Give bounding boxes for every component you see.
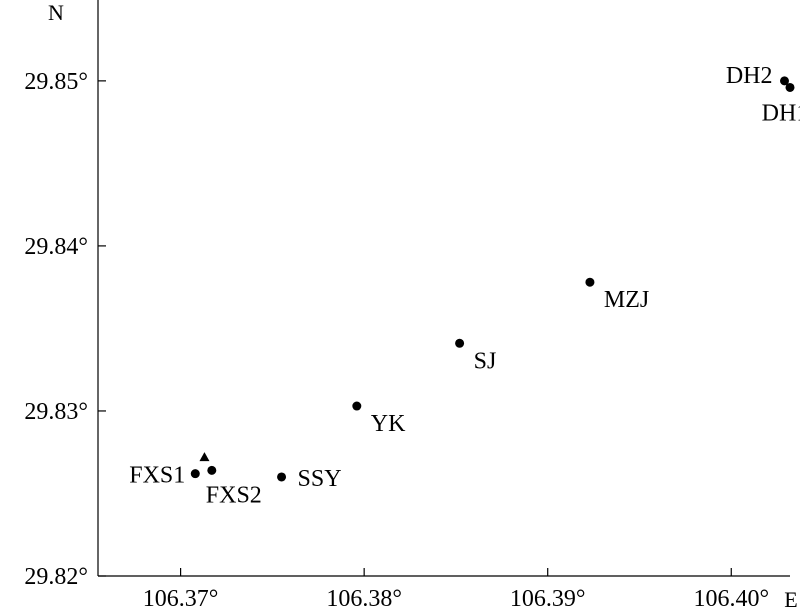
point-marker: [352, 401, 362, 411]
point-marker: [785, 82, 795, 92]
x-axis-ticks: 106.37° 106.38° 106.39° 106.40°: [143, 568, 769, 611]
x-tick-label: 106.40°: [693, 586, 769, 611]
point-marker: [207, 465, 217, 475]
point-marker: [779, 76, 789, 86]
x-tick-label: 106.37°: [143, 586, 219, 611]
point-labels: FXS1 FXS2 SSY YK SJ MZJ DH2 DH1: [129, 63, 800, 509]
point-label: SJ: [474, 348, 497, 374]
point-marker: [585, 277, 595, 287]
point-label: SSY: [298, 466, 342, 492]
y-axis-ticks: 29.82° 29.83° 29.84° 29.85°: [24, 69, 106, 590]
x-tick-label: 106.38°: [326, 586, 402, 611]
point-label: FXS2: [206, 482, 262, 508]
point-label: FXS1: [129, 463, 185, 489]
point-marker: [277, 472, 287, 482]
point-label: DH2: [726, 63, 773, 89]
y-tick-label: 29.85°: [24, 69, 88, 95]
x-tick-label: 106.39°: [510, 586, 586, 611]
point-marker: [190, 469, 200, 479]
triangle-marker: [199, 452, 210, 462]
x-axis-unit: E: [784, 587, 797, 611]
point-marker: [455, 338, 465, 348]
y-tick-label: 29.82°: [24, 564, 88, 590]
point-label: YK: [371, 411, 406, 437]
y-tick-label: 29.84°: [24, 234, 88, 260]
point-label: DH1: [762, 100, 800, 126]
data-points: [190, 76, 795, 482]
point-label: MZJ: [604, 287, 649, 313]
axes: NE: [48, 0, 798, 611]
y-tick-label: 29.83°: [24, 399, 88, 425]
y-axis-unit: N: [48, 0, 64, 25]
